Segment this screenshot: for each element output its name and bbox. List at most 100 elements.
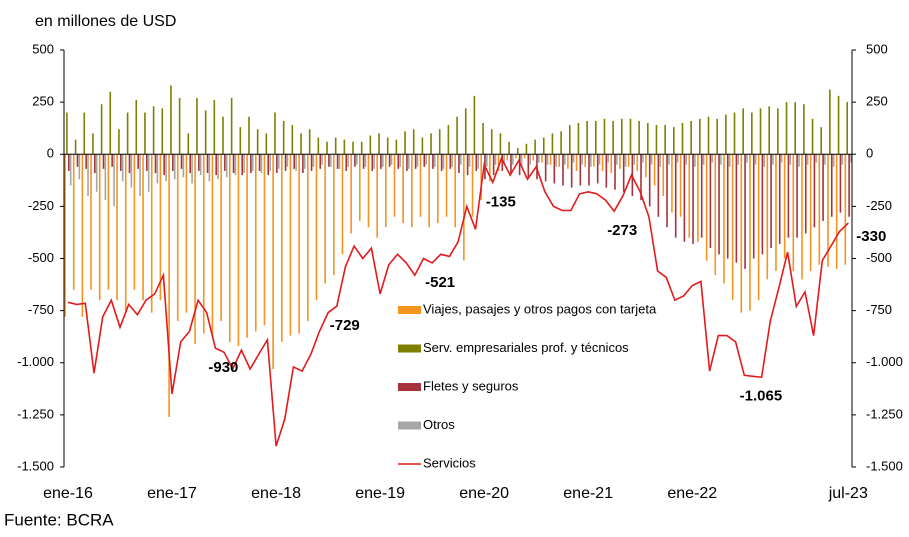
bar (723, 154, 725, 284)
bar (310, 154, 313, 171)
y-axis-label: en millones de USD (35, 13, 176, 30)
bar (243, 154, 245, 174)
bar (250, 154, 252, 174)
bar (692, 154, 694, 244)
bar (616, 154, 618, 165)
bar (347, 154, 349, 167)
bar (204, 110, 207, 155)
bar (770, 154, 772, 249)
bar (614, 154, 616, 190)
bar (156, 154, 159, 184)
bar (254, 154, 257, 332)
bar (844, 154, 847, 265)
data-label: -930 (208, 359, 238, 376)
bar (673, 127, 675, 155)
bar (761, 154, 764, 255)
bar (202, 154, 205, 334)
bar (594, 120, 597, 155)
bar (367, 154, 370, 228)
bar (655, 125, 658, 155)
bar (328, 154, 330, 167)
bar (352, 141, 354, 155)
bar (541, 154, 543, 163)
bar (185, 154, 188, 313)
bar (456, 116, 458, 155)
bar (560, 131, 562, 155)
bar (503, 154, 505, 163)
y-tick-label: 250 (32, 94, 54, 109)
bar (593, 154, 595, 167)
bar (515, 154, 517, 159)
x-tick-label: ene-20 (459, 485, 509, 502)
bar (572, 154, 575, 163)
bar (653, 154, 656, 186)
bar (848, 154, 850, 217)
bar (170, 85, 172, 155)
bar (664, 125, 666, 155)
bar (447, 125, 450, 155)
bar (300, 133, 302, 155)
bar (246, 154, 248, 338)
bar (815, 154, 818, 163)
bar (191, 154, 193, 184)
bar (225, 154, 228, 178)
bar (350, 154, 352, 234)
bar (187, 133, 190, 155)
bar (516, 147, 519, 155)
data-label: -330 (856, 228, 886, 245)
bar (355, 154, 358, 165)
bar (113, 154, 115, 207)
bar (222, 116, 224, 155)
bar (76, 154, 79, 167)
bar (794, 102, 796, 155)
bar (534, 139, 536, 155)
bar (746, 154, 748, 163)
bar (194, 154, 196, 344)
bar (553, 154, 556, 184)
x-tick-label: ene-22 (667, 485, 717, 502)
bar (147, 154, 150, 192)
bar (468, 154, 471, 167)
bar (744, 154, 746, 269)
legend-label: Fletes y seguros (423, 378, 519, 393)
bar (775, 154, 777, 272)
bar (683, 154, 686, 242)
bar (702, 154, 705, 165)
bar (598, 154, 601, 165)
bar (142, 154, 144, 301)
bar (529, 154, 531, 165)
bar (319, 154, 322, 169)
bar (777, 108, 779, 155)
bar (198, 154, 200, 171)
bar (211, 154, 214, 338)
bar (146, 154, 148, 171)
bar (780, 154, 783, 163)
bar (182, 154, 185, 178)
y2-tick-label: -1.000 (866, 354, 903, 369)
bar (68, 154, 70, 171)
bar (662, 154, 665, 196)
y-tick-label: -1.500 (17, 458, 54, 473)
bar (265, 133, 268, 155)
bar (666, 154, 668, 228)
bar (754, 154, 757, 165)
bar (102, 154, 105, 169)
bar (705, 154, 708, 261)
bar (213, 100, 216, 155)
bar (430, 133, 432, 155)
bar (241, 154, 244, 176)
bar (440, 154, 443, 171)
bar (674, 154, 677, 238)
y-tick-label: 0 (47, 146, 54, 161)
bar (189, 154, 191, 174)
bar (789, 154, 792, 165)
bar (291, 125, 294, 155)
bar (564, 154, 566, 165)
bar (718, 154, 720, 255)
bar (700, 154, 703, 238)
bar (95, 154, 98, 192)
bar (544, 154, 547, 182)
bar (161, 108, 164, 155)
bar (100, 104, 103, 155)
bar (555, 154, 558, 167)
